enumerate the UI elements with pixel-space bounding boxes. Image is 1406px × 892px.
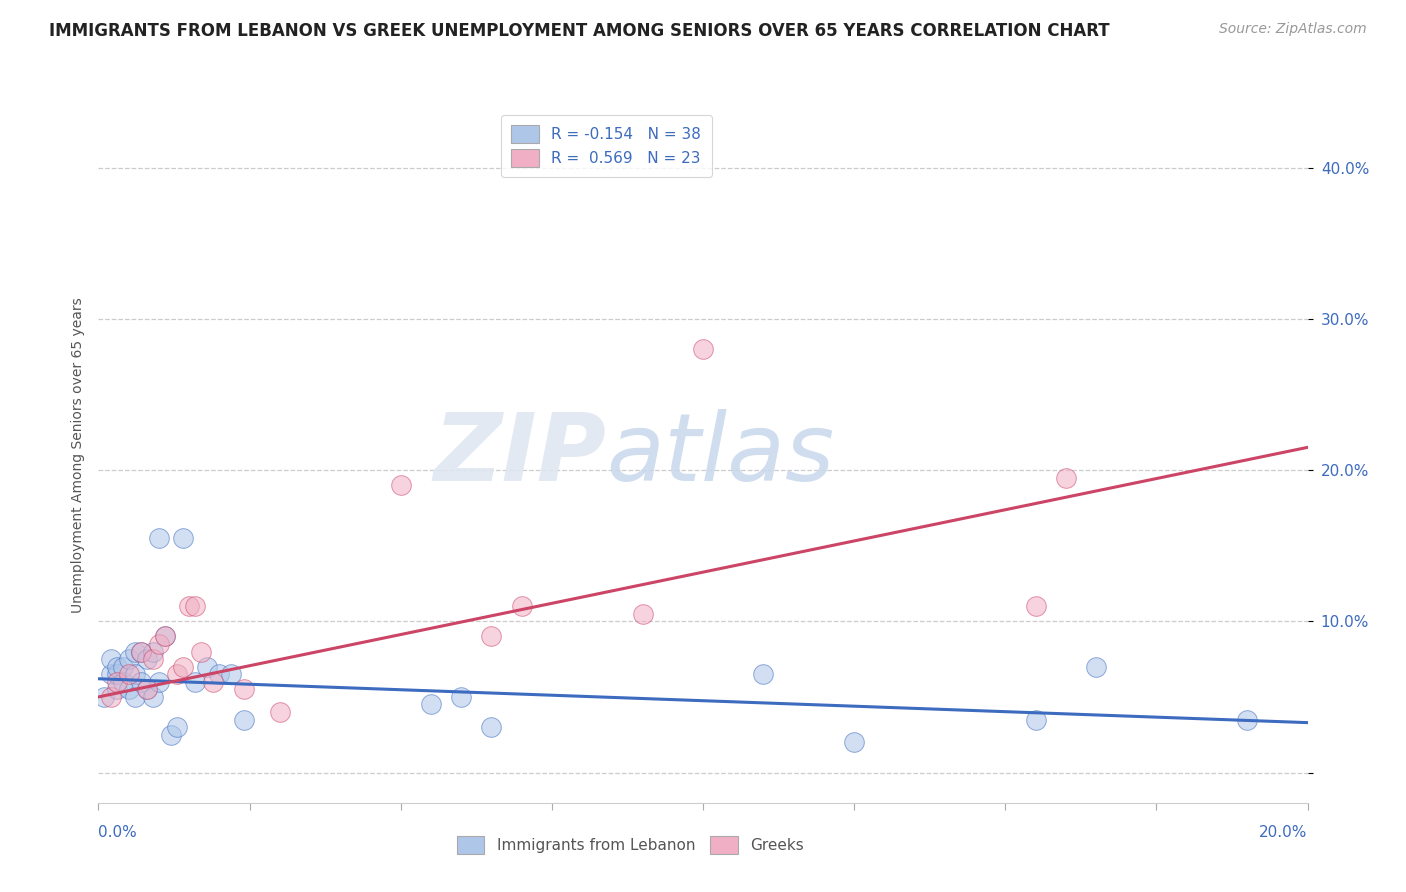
Point	[450, 690, 472, 704]
Point	[105, 674, 128, 689]
Point	[129, 644, 152, 658]
Point	[692, 342, 714, 356]
Point	[510, 599, 533, 614]
Point	[232, 713, 254, 727]
Text: 0.0%: 0.0%	[98, 825, 138, 840]
Point	[631, 607, 654, 621]
Point	[118, 682, 141, 697]
Point	[177, 599, 201, 614]
Point	[135, 682, 157, 697]
Point	[269, 705, 291, 719]
Point	[166, 667, 188, 681]
Point	[1024, 599, 1046, 614]
Point	[1085, 659, 1108, 673]
Point	[118, 652, 141, 666]
Point	[844, 735, 866, 749]
Text: ZIP: ZIP	[433, 409, 606, 501]
Point	[166, 720, 188, 734]
Point	[100, 652, 122, 666]
Point	[184, 599, 207, 614]
Point	[208, 667, 231, 681]
Text: 20.0%: 20.0%	[1260, 825, 1308, 840]
Point	[105, 667, 128, 681]
Point	[148, 637, 170, 651]
Point	[124, 667, 146, 681]
Legend: Immigrants from Lebanon, Greeks: Immigrants from Lebanon, Greeks	[446, 826, 814, 864]
Point	[419, 698, 441, 712]
Point	[118, 667, 141, 681]
Point	[481, 629, 503, 643]
Point	[111, 674, 134, 689]
Point	[142, 690, 165, 704]
Point	[184, 674, 207, 689]
Y-axis label: Unemployment Among Seniors over 65 years: Unemployment Among Seniors over 65 years	[70, 297, 84, 613]
Point	[135, 682, 157, 697]
Point	[1236, 713, 1258, 727]
Text: Source: ZipAtlas.com: Source: ZipAtlas.com	[1219, 22, 1367, 37]
Point	[202, 674, 225, 689]
Point	[190, 644, 212, 658]
Point	[153, 629, 176, 643]
Point	[142, 652, 165, 666]
Point	[111, 659, 134, 673]
Point	[1054, 470, 1077, 484]
Point	[100, 690, 122, 704]
Point	[105, 682, 128, 697]
Point	[195, 659, 218, 673]
Point	[129, 674, 152, 689]
Point	[172, 531, 194, 545]
Point	[389, 478, 412, 492]
Point	[100, 667, 122, 681]
Point	[221, 667, 243, 681]
Point	[752, 667, 775, 681]
Point	[124, 690, 146, 704]
Text: atlas: atlas	[606, 409, 835, 500]
Point	[148, 674, 170, 689]
Point	[1024, 713, 1046, 727]
Point	[142, 644, 165, 658]
Text: IMMIGRANTS FROM LEBANON VS GREEK UNEMPLOYMENT AMONG SENIORS OVER 65 YEARS CORREL: IMMIGRANTS FROM LEBANON VS GREEK UNEMPLO…	[49, 22, 1109, 40]
Point	[160, 728, 183, 742]
Point	[105, 659, 128, 673]
Point	[124, 644, 146, 658]
Point	[172, 659, 194, 673]
Point	[232, 682, 254, 697]
Point	[93, 690, 115, 704]
Point	[129, 644, 152, 658]
Point	[153, 629, 176, 643]
Point	[148, 531, 170, 545]
Point	[481, 720, 503, 734]
Point	[135, 652, 157, 666]
